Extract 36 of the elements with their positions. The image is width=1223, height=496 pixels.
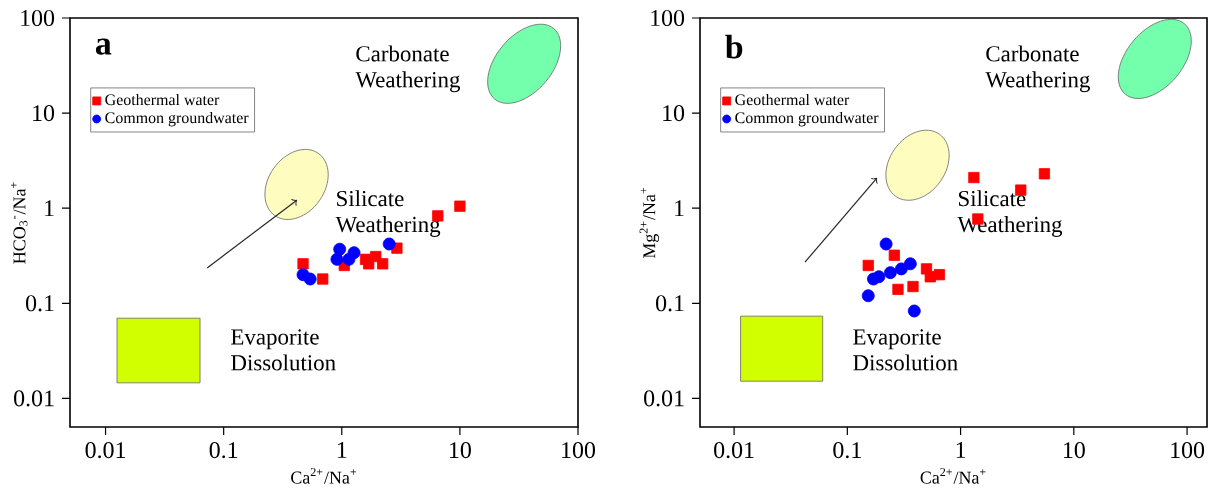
y-tick-label: 0.1	[26, 295, 54, 312]
annotation: a	[95, 38, 112, 55]
x-tick-label: 0.01	[85, 442, 126, 459]
y-tick-label: 10	[663, 105, 685, 122]
legend-label: Geothermal water	[735, 93, 850, 106]
y-tick-label: 1	[45, 200, 54, 217]
y-tick-label: 100	[21, 9, 55, 27]
x-tick-label: 100	[562, 442, 596, 459]
y-tick-label: 10	[33, 105, 55, 122]
annotation: b	[725, 34, 743, 59]
legend-label: Common groundwater	[105, 111, 249, 127]
annotation: Silicate Weathering	[957, 190, 1063, 237]
x-tick-label: 1	[337, 442, 347, 458]
annotation: Evaporite Dissolution	[853, 329, 958, 371]
x-tick-label: 1	[956, 442, 966, 458]
y-tick-label: 1	[675, 200, 684, 217]
annotation: Evaporite Dissolution	[231, 329, 336, 371]
annotation: Silicate Weathering	[335, 190, 441, 237]
x-axis-title: Ca$^{2+}$/Na$^{+}$	[291, 467, 357, 484]
y-tick-label: 0.01	[644, 390, 684, 407]
x-tick-label: 10	[450, 442, 471, 459]
y-tick-label: 100	[651, 9, 685, 27]
x-tick-label: 100	[1171, 442, 1205, 459]
legend-label: Common groundwater	[735, 111, 879, 127]
x-tick-label: 0.1	[833, 442, 861, 459]
y-tick-label: 0.01	[14, 390, 54, 407]
y-tick-label: 0.1	[656, 295, 684, 312]
x-axis-title: Ca$^{2+}$/Na$^{+}$	[920, 467, 986, 484]
annotation: Carbonate Weathering	[355, 45, 461, 93]
y-axis-title: HCO$_{3}$$^{-}$/Na$^{+}$	[10, 182, 28, 264]
x-tick-label: 0.01	[714, 442, 754, 459]
x-tick-label: 10	[1063, 442, 1085, 459]
legend-label: Geothermal water	[105, 93, 220, 106]
x-tick-label: 0.1	[209, 442, 238, 459]
y-axis-title: Mg$^{2+}$/Na$^{+}$	[639, 187, 660, 259]
annotation: Carbonate Weathering	[985, 45, 1090, 93]
